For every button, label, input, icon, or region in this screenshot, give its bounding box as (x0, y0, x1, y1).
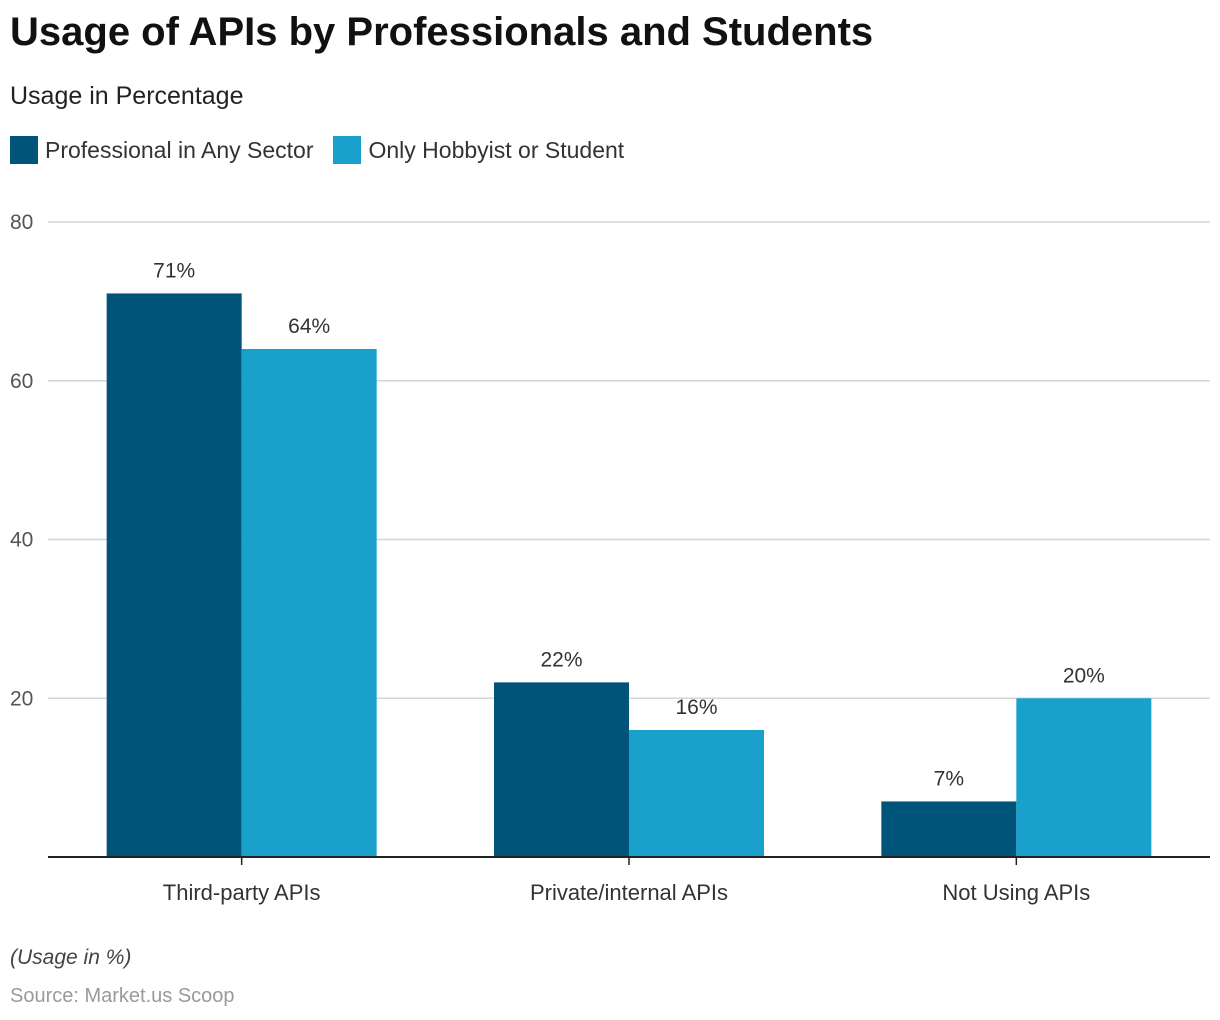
data-label: 64% (288, 315, 330, 338)
legend-label-professional: Professional in Any Sector (45, 136, 314, 163)
data-label: 7% (934, 767, 964, 790)
bar (1016, 698, 1152, 857)
data-label: 22% (540, 648, 582, 671)
bar (881, 801, 1017, 857)
legend: Professional in Any Sector Only Hobbyist… (10, 136, 644, 164)
x-tick-label: Third-party APIs (163, 880, 321, 905)
legend-swatch-hobbyist (333, 136, 362, 164)
bar-chart: 20 40 60 80 71% 64% Third-party APIs 22% 16% Priv… (10, 211, 1210, 905)
data-label: 71% (153, 259, 195, 282)
x-tick-label: Private/internal APIs (530, 880, 728, 905)
legend-swatch-professional (10, 136, 38, 164)
bar (629, 730, 764, 857)
x-tick-label: Not Using APIs (942, 880, 1090, 905)
y-tick-label: 40 (10, 529, 33, 552)
data-label: 16% (675, 696, 717, 719)
y-tick-label: 80 (10, 211, 33, 234)
y-tick-label: 60 (10, 370, 33, 393)
y-tick-label: 20 (10, 687, 33, 710)
chart-note: (Usage in %) (10, 946, 132, 969)
bar (106, 293, 242, 857)
chart-title: Usage of APIs by Professionals and Stude… (10, 10, 874, 54)
chart-source: Source: Market.us Scoop (10, 985, 235, 1007)
bar (241, 349, 377, 857)
legend-item-hobbyist[interactable]: Only Hobbyist or Student (333, 136, 624, 164)
legend-item-professional[interactable]: Professional in Any Sector (10, 136, 313, 164)
bar (494, 682, 629, 857)
legend-label-hobbyist: Only Hobbyist or Student (368, 136, 625, 163)
chart-subtitle: Usage in Percentage (10, 82, 244, 110)
data-label: 20% (1063, 664, 1105, 687)
